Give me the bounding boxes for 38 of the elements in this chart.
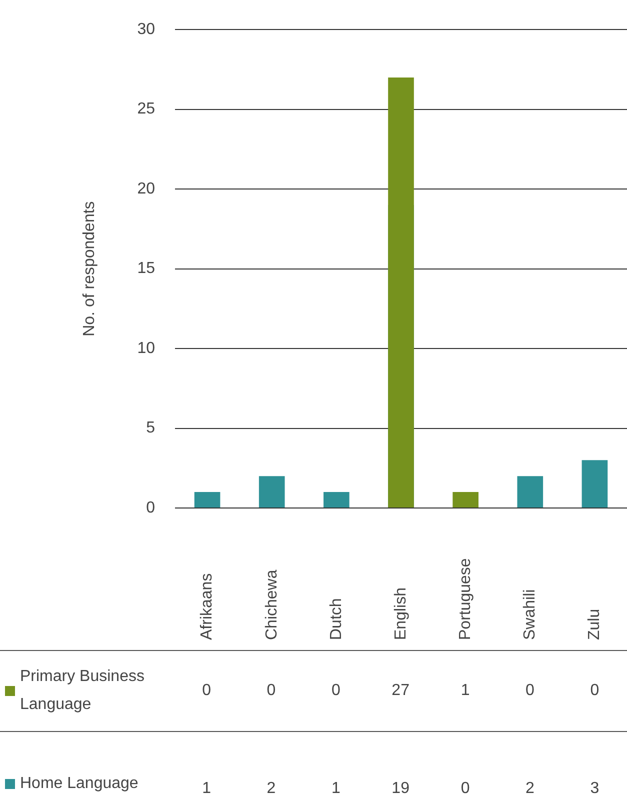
data-label: 0 bbox=[330, 682, 342, 700]
y-tick-label: 20 bbox=[137, 180, 156, 198]
bar bbox=[194, 492, 220, 508]
y-tick-label: 5 bbox=[146, 420, 156, 437]
x-tick-label: English bbox=[392, 588, 410, 640]
data-label: 1 bbox=[460, 682, 471, 700]
x-tick-label: Dutch bbox=[328, 598, 345, 640]
legend-label: Primary Business Language bbox=[20, 667, 146, 715]
y-tick-label: 15 bbox=[137, 260, 156, 278]
data-label: 3 bbox=[589, 780, 600, 799]
data-label: 2 bbox=[266, 780, 277, 799]
data-label: 0 bbox=[266, 682, 277, 700]
x-tick-label: Swahili bbox=[522, 589, 539, 640]
y-axis-title: No. of respondents bbox=[81, 201, 98, 336]
x-tick-label: Zulu bbox=[586, 608, 604, 640]
data-label: 0 bbox=[460, 780, 471, 799]
y-tick-label: 25 bbox=[137, 100, 156, 118]
bar bbox=[258, 476, 285, 508]
x-tick-label: Afrikaans bbox=[198, 573, 216, 640]
data-label: 0 bbox=[201, 682, 212, 700]
y-tick-label: 0 bbox=[146, 499, 156, 516]
bar bbox=[582, 460, 608, 508]
data-label: 1 bbox=[330, 780, 342, 799]
data-label: 27 bbox=[390, 682, 410, 700]
data-label: 2 bbox=[524, 780, 536, 799]
bar bbox=[388, 77, 414, 508]
x-tick-label: Portuguese bbox=[456, 558, 474, 640]
bar bbox=[452, 492, 478, 508]
data-label: 1 bbox=[201, 780, 212, 799]
bar bbox=[324, 492, 350, 508]
data-label: 19 bbox=[390, 780, 410, 799]
legend-label: Home Language bbox=[20, 774, 138, 794]
data-label: 0 bbox=[524, 682, 536, 700]
data-label: 0 bbox=[589, 682, 600, 700]
x-tick-label: Chichewa bbox=[263, 570, 280, 640]
bar bbox=[517, 476, 544, 508]
y-tick-label: 30 bbox=[137, 21, 156, 38]
y-tick-label: 10 bbox=[137, 340, 156, 357]
